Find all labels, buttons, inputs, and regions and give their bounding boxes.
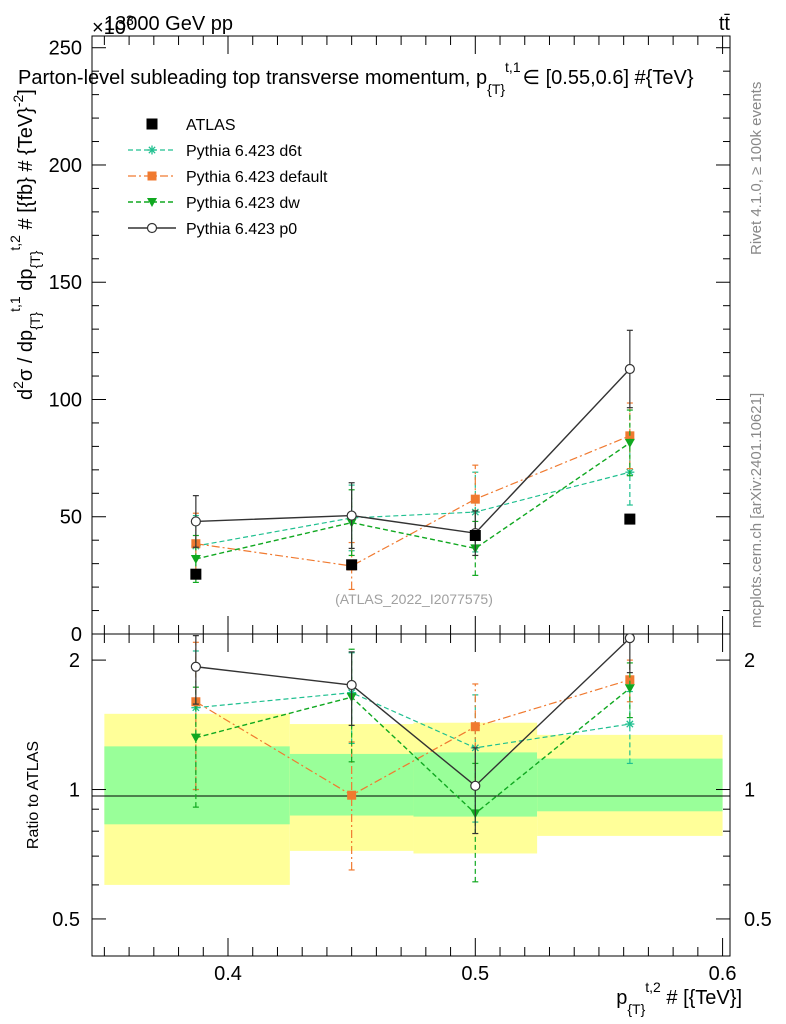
multiplier-label: ×103 <box>92 12 134 39</box>
energy-label: 13000 GeV pp <box>104 13 233 35</box>
ratio-y-axis-label: Ratio to ATLAS <box>25 741 42 849</box>
ratio-y-tick-label: 1 <box>69 780 80 802</box>
data-point-atlas <box>190 568 202 580</box>
y-tick-label: 100 <box>49 389 82 411</box>
data-point-dw <box>624 684 635 694</box>
main-series <box>190 329 636 591</box>
data-point-d6t <box>625 719 635 729</box>
series-dw-main <box>190 409 635 584</box>
legend: ATLAS Pythia 6.423 d6t Pythia 6.423 defaul… <box>128 117 328 238</box>
series-line-d6t <box>195 471 630 547</box>
ratio-y-tick-label: 0.5 <box>52 909 80 931</box>
y-tick-label: 250 <box>49 38 82 60</box>
legend-marker-dw <box>147 198 157 207</box>
data-point-atlas <box>469 530 481 542</box>
data-point-dw <box>190 733 201 743</box>
series-line-p0 <box>195 368 631 534</box>
legend-label-atlas: ATLAS <box>186 117 236 134</box>
legend-item-atlas: ATLAS <box>146 117 236 134</box>
x-axis-label: p{T}t,2 # [{TeV}] <box>616 979 742 1017</box>
legend-label-p0: Pythia 6.423 p0 <box>186 221 297 238</box>
x-tick-label: 0.6 <box>709 963 737 985</box>
series-line-p0 <box>195 637 631 787</box>
y-tick-label: 50 <box>60 507 82 529</box>
series-d6t-main <box>191 438 635 578</box>
data-point-atlas <box>346 559 358 571</box>
data-point-p0 <box>624 363 635 375</box>
band-green <box>104 746 290 825</box>
axis-ticks: 0 50 100 150 200 250 0.4 0.5 0.6 0.5 0.5 1 1 2 2 <box>49 36 772 985</box>
legend-marker-p0 <box>146 222 158 234</box>
ratio-y-tick-label: 2 <box>69 650 80 672</box>
y-tick-label: 200 <box>49 155 82 177</box>
y-tick-label: 0 <box>71 624 82 646</box>
series-line-default <box>195 679 631 796</box>
ratio-series <box>190 634 635 883</box>
data-point-default <box>470 494 480 504</box>
series-p0-ratio <box>190 634 635 835</box>
series-line-dw <box>195 687 631 815</box>
data-point-default <box>625 431 635 441</box>
data-point-atlas <box>624 513 636 525</box>
legend-marker-atlas <box>146 118 158 130</box>
legend-item-d6t: Pythia 6.423 d6t <box>128 143 302 160</box>
data-point-p0 <box>624 634 635 644</box>
series-line-default <box>195 435 631 567</box>
analysis-watermark: (ATLAS_2022_I2077575) <box>335 591 493 607</box>
ratio-plot-frame <box>91 633 731 957</box>
data-point-default <box>347 790 357 800</box>
mcplots-label: mcplots.cern.ch [arXiv:2401.10621] <box>748 393 765 628</box>
data-point-default <box>625 675 635 685</box>
series-p0-main <box>190 329 635 557</box>
ratio-y-tick-label-right: 1 <box>744 780 755 802</box>
y-tick-label: 150 <box>49 272 82 294</box>
ratio-y-tick-label-right: 0.5 <box>744 909 772 931</box>
data-point-p0 <box>470 780 481 791</box>
legend-item-dw: Pythia 6.423 dw <box>128 195 300 212</box>
legend-item-p0: Pythia 6.423 p0 <box>128 221 297 238</box>
data-point-p0 <box>346 679 357 691</box>
legend-marker-d6t <box>147 145 157 155</box>
data-point-p0 <box>346 510 357 521</box>
ratio-y-tick-label-right: 2 <box>744 650 755 672</box>
y-axis-label: d2σ / dp{T}t,1 dp{T}t,2 # [{fb} # {TeV}-… <box>7 89 43 400</box>
process-label: tt̄ <box>719 13 731 35</box>
series-line-d6t <box>195 692 630 749</box>
legend-label-d6t: Pythia 6.423 d6t <box>186 143 302 160</box>
data-point-dw <box>190 554 201 564</box>
legend-marker-default <box>147 171 157 181</box>
data-point-p0 <box>190 661 201 672</box>
data-point-p0 <box>190 516 201 527</box>
data-point-dw <box>624 438 635 448</box>
rivet-version-label: Rivet 4.1.0, ≥ 100k events <box>748 82 765 255</box>
band-green <box>537 758 723 812</box>
legend-label-dw: Pythia 6.423 dw <box>186 195 300 212</box>
legend-item-default: Pythia 6.423 default <box>128 169 328 186</box>
plot-title: Parton-level subleading top transverse m… <box>18 59 694 97</box>
data-point-default <box>470 722 480 732</box>
x-tick-label: 0.5 <box>461 963 489 985</box>
x-tick-label: 0.4 <box>214 963 242 985</box>
series-line-dw <box>195 442 631 560</box>
series-atlas-main <box>190 513 636 580</box>
series-default-main <box>191 402 635 591</box>
legend-label-default: Pythia 6.423 default <box>186 169 328 186</box>
